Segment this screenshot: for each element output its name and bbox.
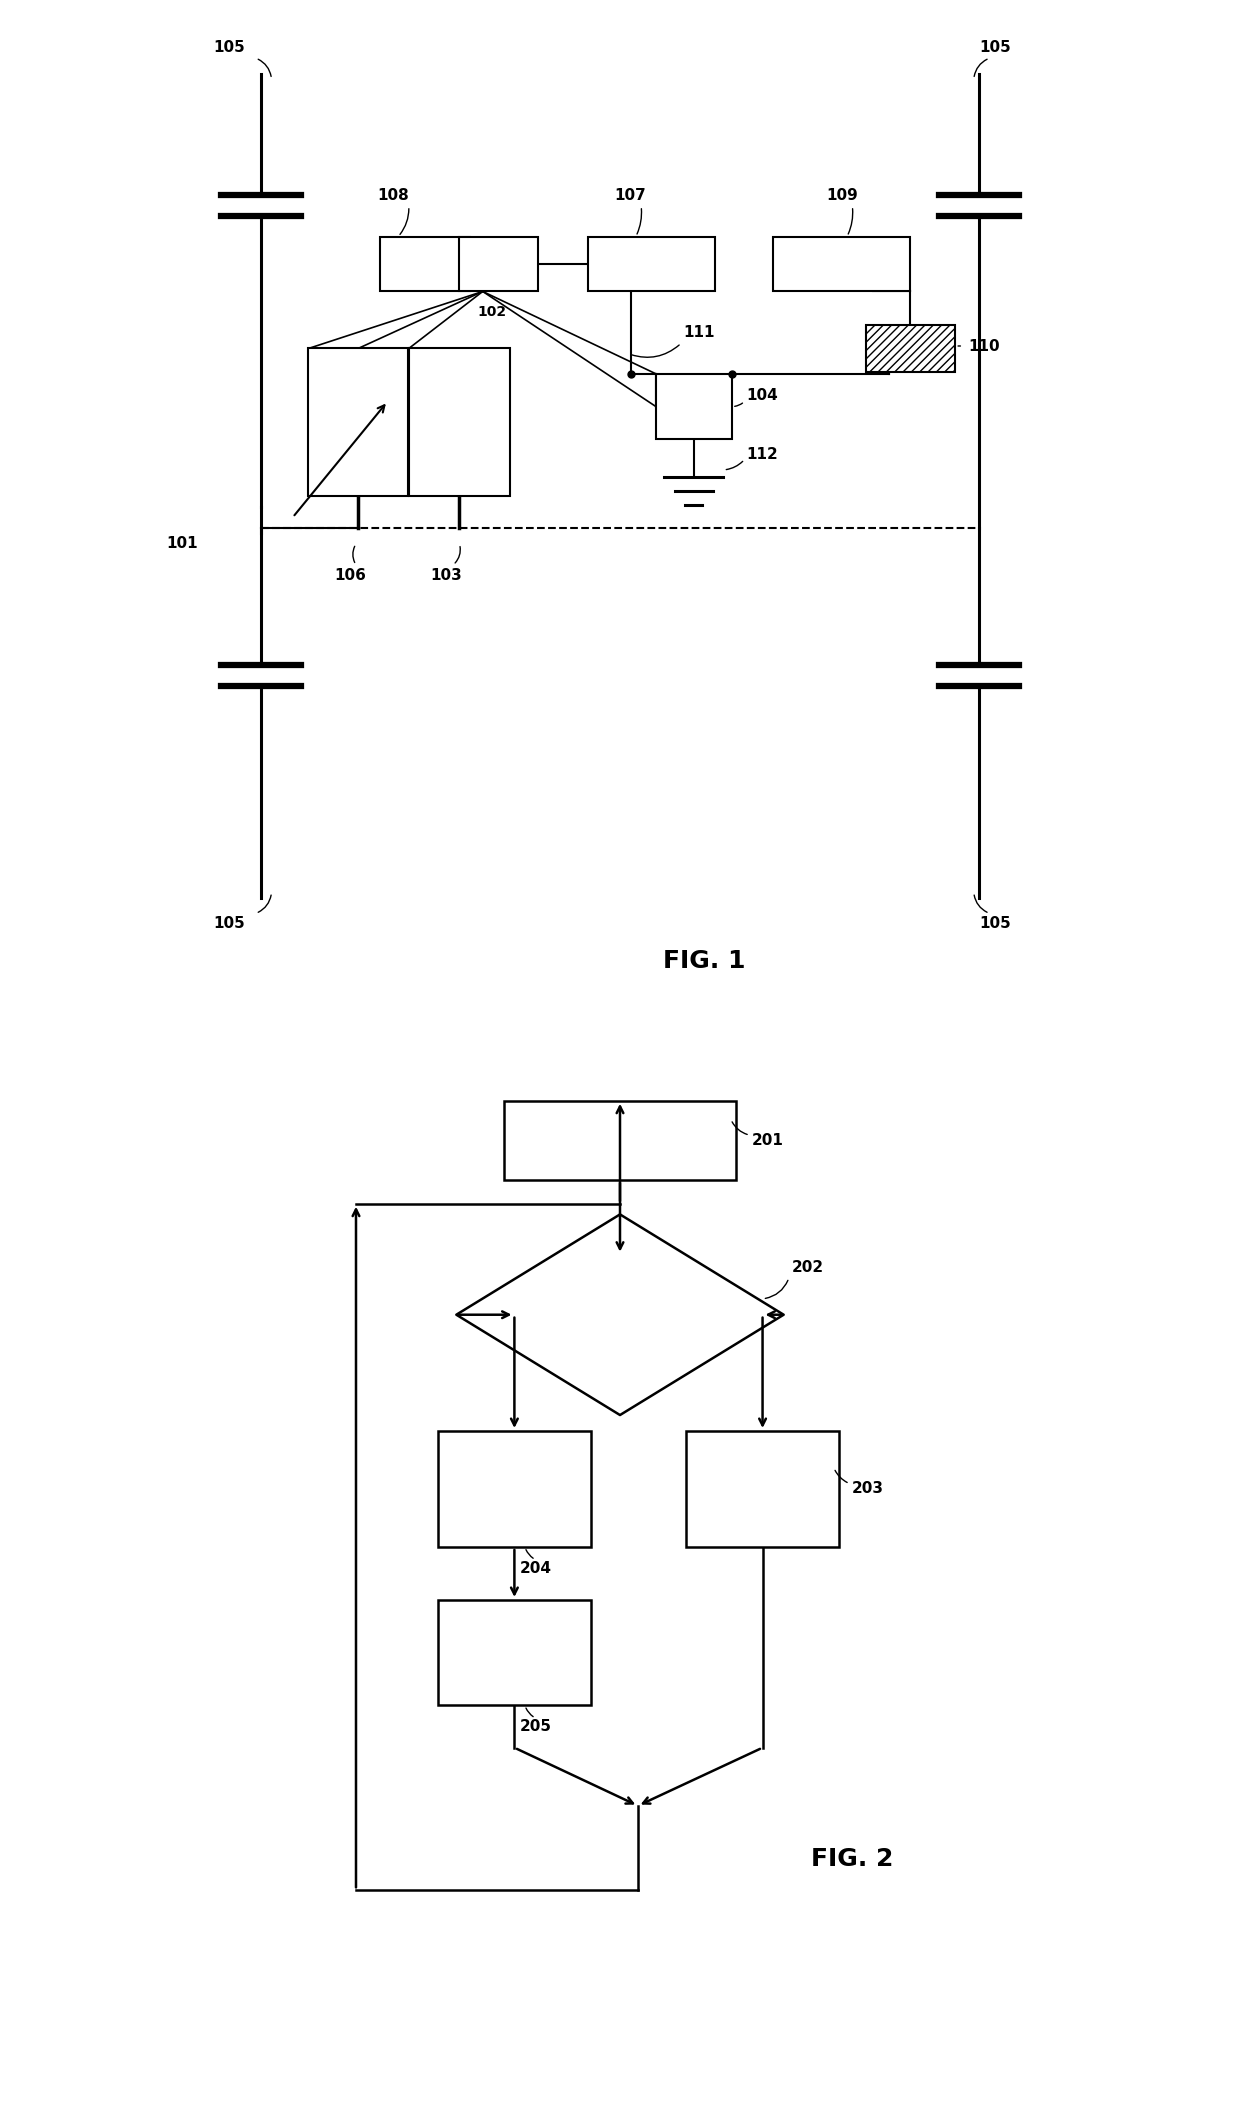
Bar [438, 1430, 591, 1546]
Bar [866, 325, 955, 372]
Text: FIG. 1: FIG. 1 [663, 948, 745, 974]
Text: 109: 109 [826, 188, 858, 203]
Text: 202: 202 [792, 1259, 825, 1276]
Text: 205: 205 [520, 1719, 552, 1734]
Text: 105: 105 [213, 40, 246, 55]
Bar [459, 237, 538, 291]
Text: 112: 112 [746, 446, 779, 463]
Polygon shape [456, 1214, 784, 1415]
Text: 204: 204 [520, 1561, 552, 1576]
Text: FIG. 2: FIG. 2 [811, 1846, 894, 1871]
Text: 105: 105 [213, 917, 246, 931]
Bar [438, 1601, 591, 1706]
Text: 106: 106 [335, 568, 367, 583]
Text: 102: 102 [477, 304, 507, 319]
Bar [773, 237, 910, 291]
Bar [409, 348, 510, 496]
Text: 201: 201 [751, 1132, 784, 1149]
Bar [503, 1100, 737, 1181]
Text: 111: 111 [683, 325, 714, 340]
Bar [656, 374, 732, 439]
Text: 104: 104 [746, 389, 779, 403]
Bar [379, 237, 470, 291]
Text: 105: 105 [980, 917, 1011, 931]
Text: 203: 203 [852, 1481, 884, 1497]
Text: 101: 101 [166, 536, 197, 551]
Text: 110: 110 [968, 338, 1001, 355]
Bar [308, 348, 408, 496]
Text: 108: 108 [377, 188, 409, 203]
Bar [686, 1430, 839, 1546]
Text: 105: 105 [980, 40, 1011, 55]
Text: 107: 107 [615, 188, 646, 203]
Bar [588, 237, 715, 291]
Text: 103: 103 [430, 568, 461, 583]
